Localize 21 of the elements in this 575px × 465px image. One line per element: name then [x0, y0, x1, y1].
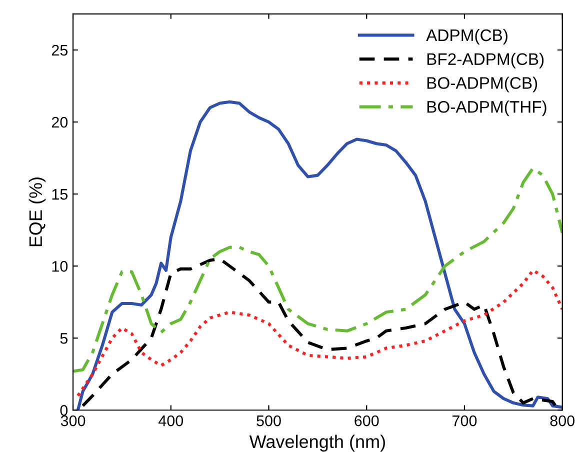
y-tick-label: 15 — [52, 189, 68, 200]
x-tick-label: 800 — [550, 415, 574, 426]
line-series — [76, 268, 562, 398]
x-tick-label: 500 — [256, 415, 281, 426]
legend-label: BO-ADPM(CB) — [427, 76, 538, 92]
y-tick-label: 25 — [52, 44, 68, 56]
legend-label: BF2-ADPM(CB) — [427, 52, 544, 68]
line-series — [76, 100, 562, 410]
y-tick-label: 0 — [60, 405, 68, 416]
x-tick-label: 300 — [60, 415, 86, 426]
y-tick-label: 20 — [52, 116, 68, 128]
y-axis-title: EQE (%) — [28, 178, 46, 246]
x-tick-label: 400 — [158, 415, 184, 426]
legend-label: BO-ADPM(THF) — [427, 100, 546, 116]
legend-label: ADPM(CB) — [426, 28, 508, 44]
x-tick-label: 600 — [354, 415, 379, 426]
line-series — [73, 166, 562, 373]
y-tick-label: 5 — [60, 333, 68, 344]
y-tick-label: 10 — [52, 260, 68, 272]
x-tick-label: 700 — [452, 415, 477, 426]
x-axis-title: Wavelength (nm) — [249, 434, 385, 452]
